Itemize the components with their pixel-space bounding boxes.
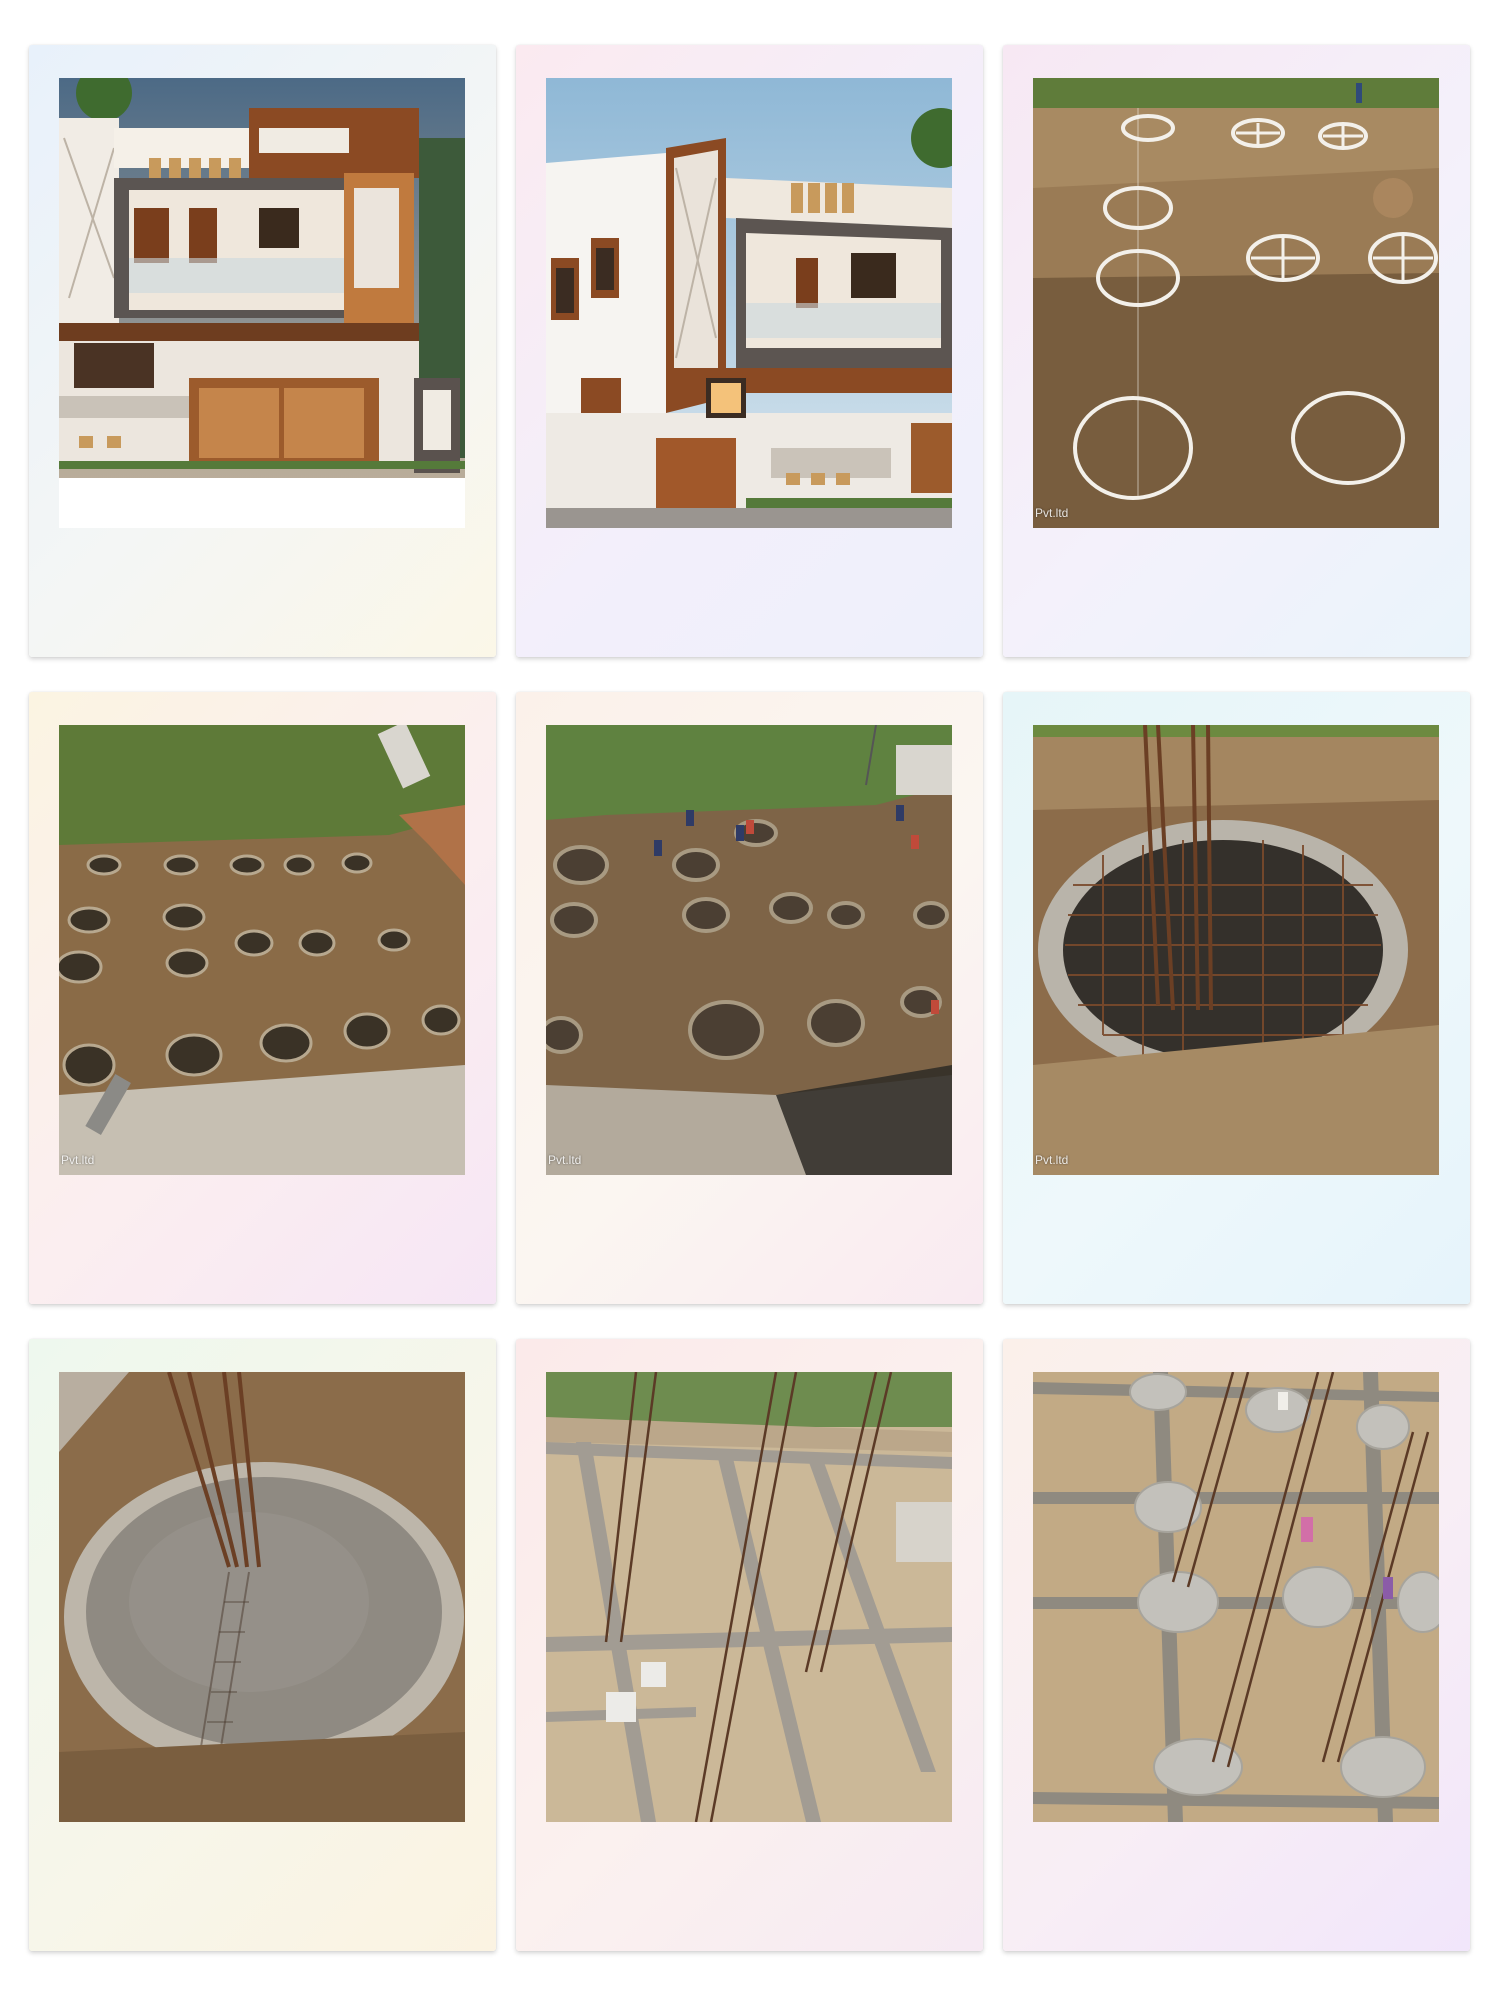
workers-in-pits-image: Pvt.ltd: [546, 725, 952, 1175]
photo-card-site-markings[interactable]: Pvt.ltd: [1003, 45, 1470, 657]
photo-card-grade-beams[interactable]: [516, 1339, 983, 1951]
house-render-front-image: [59, 78, 465, 528]
photo-card-workers-in-pits[interactable]: Pvt.ltd: [516, 692, 983, 1304]
house-render-angle-image: [546, 78, 952, 528]
rebar-footing-ring-image: Pvt.ltd: [1033, 725, 1439, 1175]
watermark: Pvt.ltd: [1035, 506, 1069, 520]
photo-card-house-render-angle[interactable]: [516, 45, 983, 657]
site-markings-image: Pvt.ltd: [1033, 78, 1439, 528]
watermark: Pvt.ltd: [548, 1153, 582, 1167]
photo-card-house-render-front[interactable]: [29, 45, 496, 657]
photo-card-excavated-pits[interactable]: Pvt.ltd: [29, 692, 496, 1304]
watermark: Pvt.ltd: [1035, 1153, 1069, 1167]
watermark: Pvt.ltd: [61, 1153, 95, 1167]
excavated-pits-image: Pvt.ltd: [59, 725, 465, 1175]
concrete-footing-image: [59, 1372, 465, 1822]
grade-beams-image: [546, 1372, 952, 1822]
footing-columns-overview-image: [1033, 1372, 1439, 1822]
photo-card-concrete-footing[interactable]: [29, 1339, 496, 1951]
photo-card-footing-columns-overview[interactable]: [1003, 1339, 1470, 1951]
photo-card-rebar-footing-ring[interactable]: Pvt.ltd: [1003, 692, 1470, 1304]
